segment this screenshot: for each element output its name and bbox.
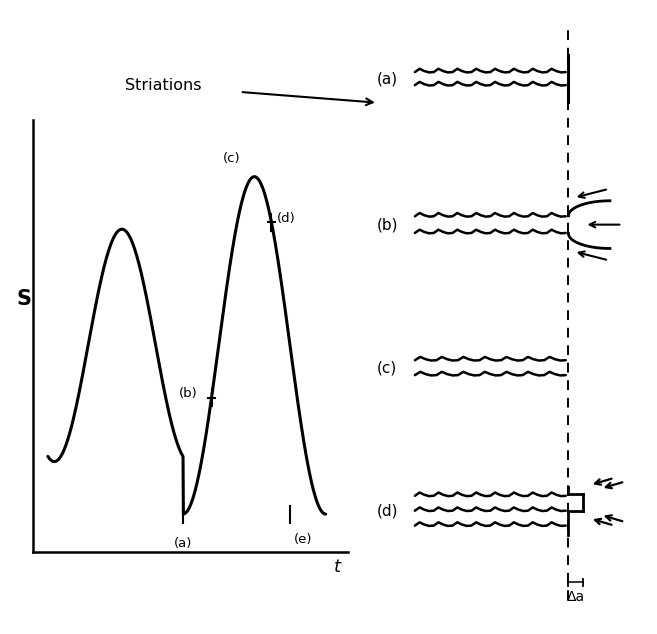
Text: t: t [334,557,340,576]
Text: Striations: Striations [125,78,201,93]
Text: (d): (d) [377,503,399,518]
Text: (e): (e) [294,533,312,546]
Text: (d): (d) [277,212,296,225]
Text: (b): (b) [179,387,198,400]
Text: S: S [16,288,32,309]
Text: (b): (b) [377,217,399,232]
Text: (a): (a) [174,536,193,550]
Text: (c): (c) [377,360,397,375]
Text: (a): (a) [377,71,398,86]
Text: Δa: Δa [567,590,585,604]
Text: (c): (c) [223,152,240,165]
